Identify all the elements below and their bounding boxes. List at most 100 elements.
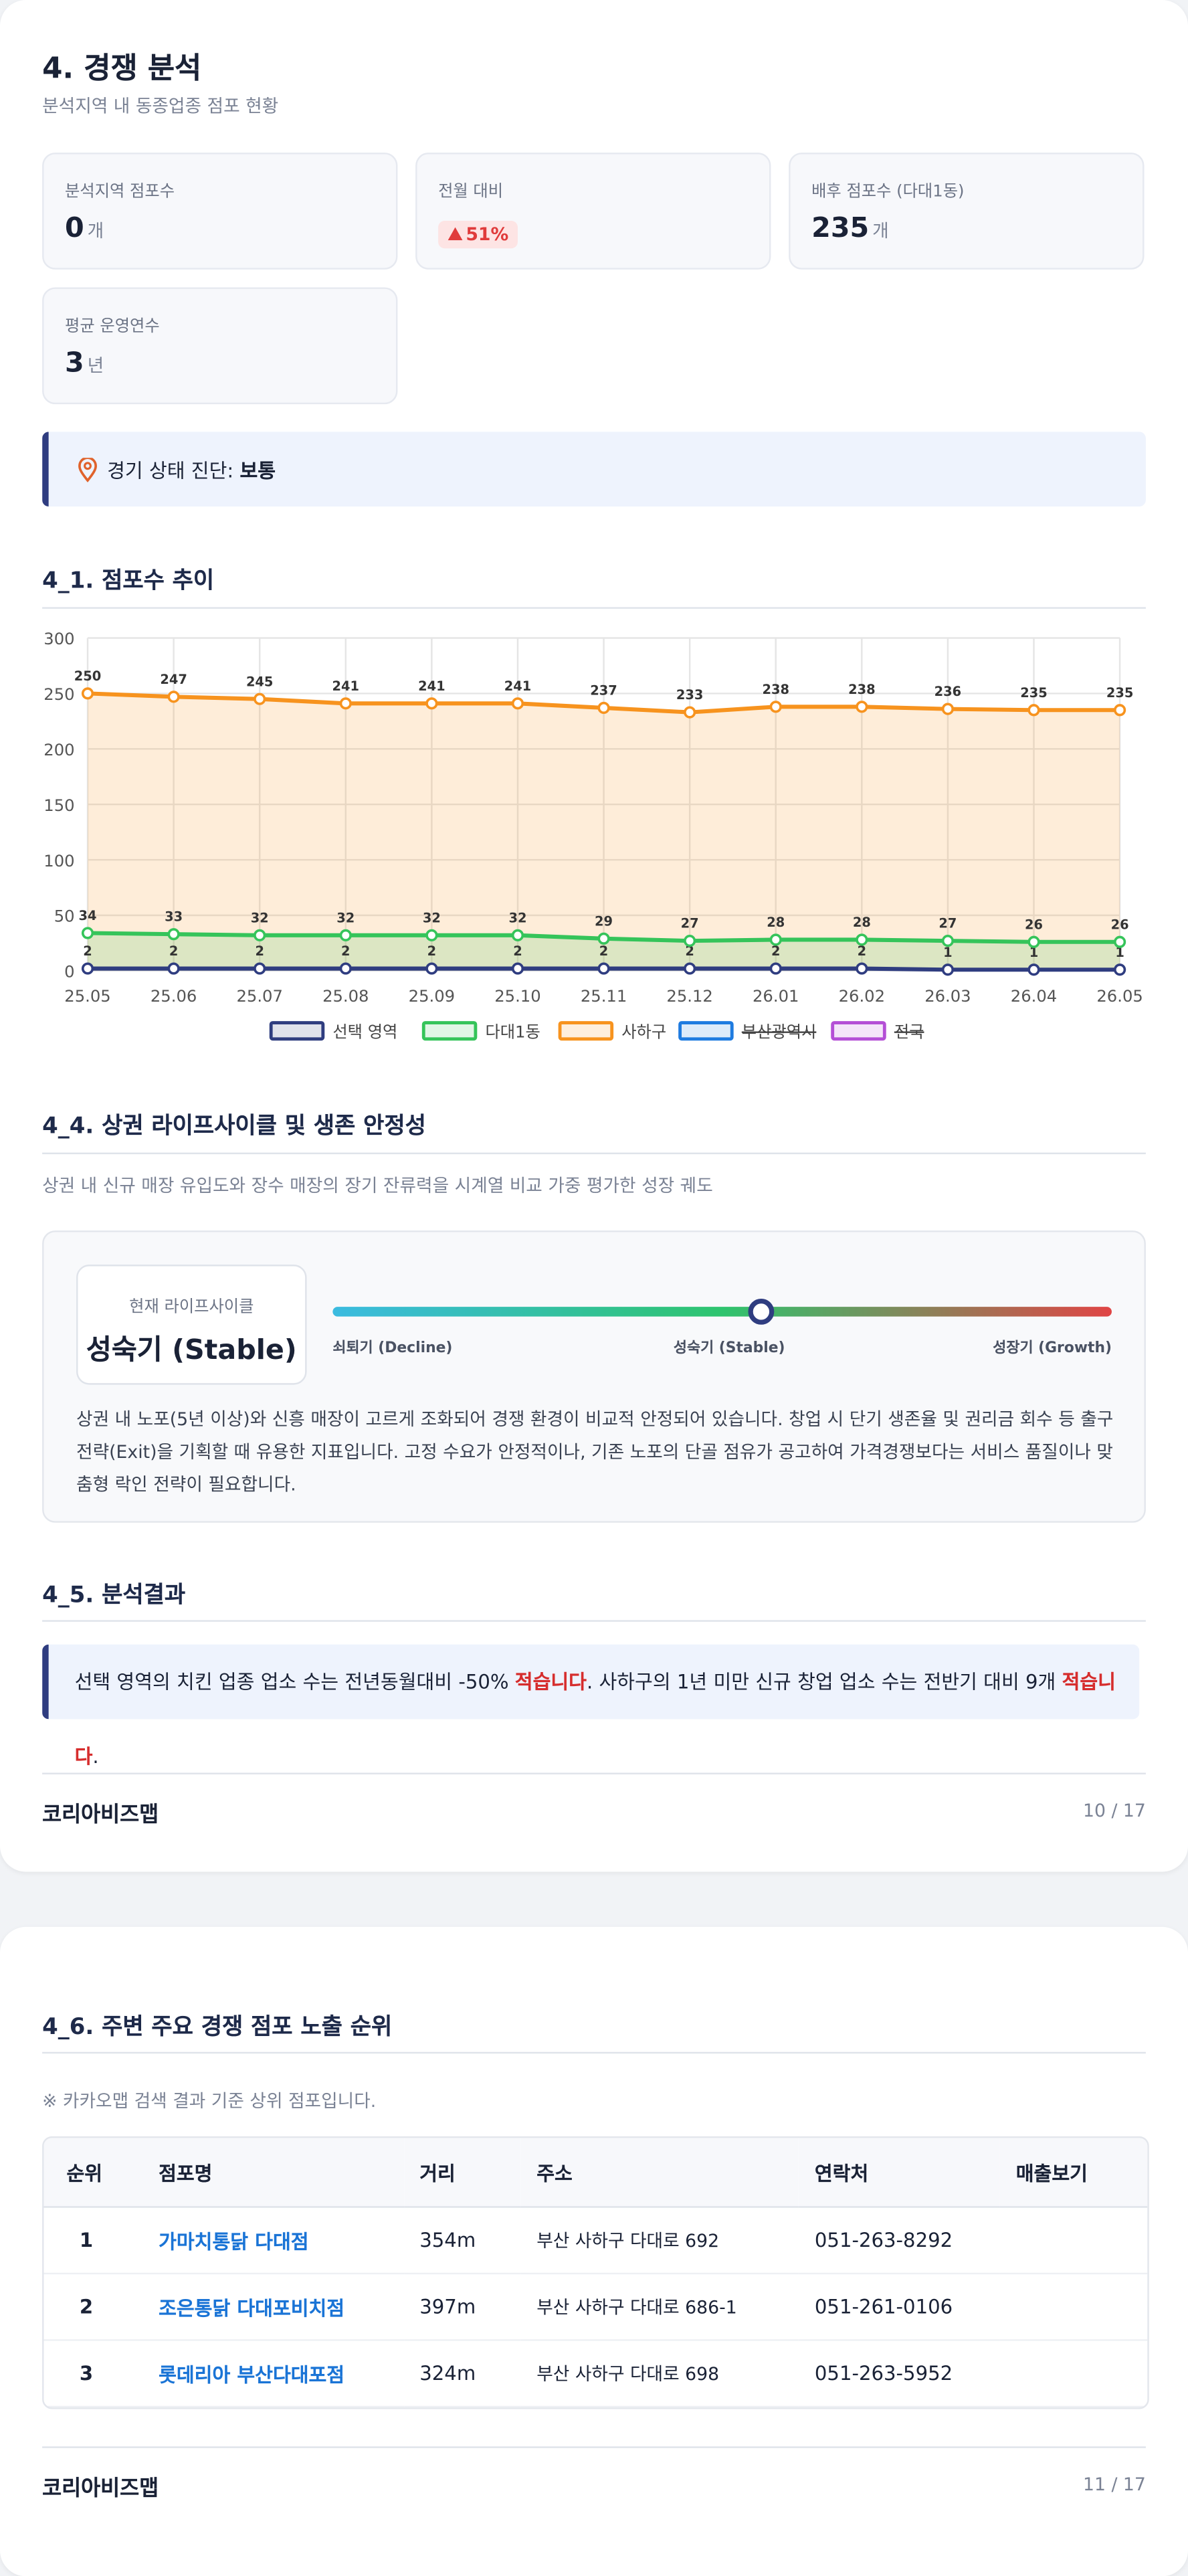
x-tick-label: 25.08	[322, 986, 369, 1006]
table-cell[interactable]: 가마치통닭 다대점	[142, 2207, 403, 2275]
table-wrap: 순위 점포명 거리 주소 연락처 매출보기 1 가마치통닭 다대점 354m 부산 사하구 다대로…	[42, 2136, 1149, 2409]
point	[769, 962, 782, 975]
value-label: 2	[169, 943, 178, 959]
value-label: 2	[858, 943, 867, 959]
value-label: 28	[767, 915, 785, 930]
legend-label: 선택 영역	[332, 1022, 397, 1041]
heading: 4_4. 상권 라이프사이클 및 생존 안정성	[42, 1113, 426, 1140]
x-tick-label: 25.11	[581, 986, 627, 1006]
point	[511, 697, 524, 710]
x-tick-label: 26.04	[1011, 986, 1057, 1006]
divider	[42, 2446, 1146, 2448]
point	[167, 962, 180, 975]
value-label: 250	[74, 668, 101, 684]
pin-icon	[78, 458, 97, 482]
table-row: 1 가마치통닭 다대점 354m 부산 사하구 다대로 692 051-263-8292	[43, 2207, 1148, 2275]
x-tick-label: 26.02	[839, 986, 885, 1006]
result-emph: 적습니다	[74, 1670, 1116, 1768]
table-cell[interactable]: 조은통닭 다대포비치점	[142, 2273, 403, 2341]
point	[769, 933, 782, 946]
table-cell: 부산 사하구 다대로 698	[520, 2340, 799, 2408]
result-text: . 사하구의 1년 미만 신규 창업 업소 수는 전반기 대비 9개	[586, 1670, 1062, 1693]
scale-label: 성숙기 (Stable)	[673, 1341, 785, 1358]
stat-card: 배후 점포수 (다대1동) 235 개	[789, 153, 1145, 270]
table-header: 매출보기	[999, 2138, 1148, 2208]
point	[769, 701, 782, 713]
value-label: 241	[504, 678, 531, 694]
x-tick-label: 25.09	[409, 986, 455, 1006]
value-label: 2	[599, 943, 608, 959]
legend-swatch	[269, 1021, 325, 1041]
stat-label: 분석지역 점포수	[65, 183, 175, 201]
value-label: 2	[513, 943, 522, 959]
value-label: 238	[848, 682, 875, 697]
point	[684, 935, 696, 947]
table-row: 2 조은통닭 다대포비치점 397m 부산 사하구 다대로 686-1 051-261-…	[43, 2273, 1148, 2341]
stat-label: 전월 대비	[438, 183, 504, 201]
table-cell: 부산 사하구 다대로 686-1	[520, 2273, 799, 2341]
value-label: 26	[1025, 917, 1043, 932]
value-label: 238	[762, 682, 789, 697]
stat-unit: 년	[87, 355, 104, 377]
divider	[42, 607, 1146, 609]
table-header: 연락처	[798, 2138, 1000, 2208]
section-title: 4. 경쟁 분석	[42, 52, 202, 86]
value-label: 1	[943, 945, 953, 960]
y-tick-label: 150	[43, 796, 74, 815]
point	[941, 935, 955, 947]
point	[425, 697, 438, 710]
table-header: 순위	[43, 2138, 142, 2208]
stat-value: 51%	[466, 223, 509, 246]
note: ※ 카카오맵 검색 결과 기준 상위 점포입니다.	[42, 2090, 377, 2112]
value-label: 2	[341, 943, 351, 959]
table-cell: 3	[43, 2340, 142, 2408]
value-label: 2	[83, 943, 92, 959]
value-label: 245	[246, 674, 273, 689]
table-cell: 1	[43, 2207, 142, 2275]
value-label: 233	[676, 687, 703, 703]
point	[167, 691, 180, 703]
table-cell: 354m	[403, 2207, 520, 2275]
footer-page: 11 / 17	[1083, 2474, 1146, 2496]
point	[254, 929, 266, 941]
point	[339, 697, 352, 710]
divider	[42, 1620, 1146, 1622]
table-cell	[999, 2207, 1148, 2275]
value-label: 235	[1106, 685, 1133, 701]
table-header: 주소	[520, 2138, 799, 2208]
value-label: 235	[1020, 685, 1047, 701]
up-icon	[448, 227, 463, 241]
legend-swatch	[831, 1021, 886, 1041]
point	[254, 962, 266, 975]
x-tick-label: 25.05	[64, 986, 110, 1006]
table-cell: 2	[43, 2273, 142, 2341]
y-tick-label: 300	[43, 629, 74, 648]
lifecycle-bar	[332, 1307, 1112, 1317]
value-label: 247	[160, 672, 187, 687]
stat-value: 3	[65, 347, 84, 380]
value-label: 1	[1115, 945, 1124, 960]
value-label: 32	[336, 910, 355, 925]
result-box: 선택 영역의 치킨 업종 업소 수는 전년동월대비 -50% 적습니다. 사하구…	[42, 1644, 1140, 1768]
section-subtitle: 분석지역 내 동종업종 점포 현황	[42, 96, 279, 117]
value-label: 34	[79, 908, 97, 923]
y-tick-label: 0	[64, 962, 74, 982]
point	[597, 932, 610, 945]
value-label: 32	[251, 910, 269, 925]
value-label: 27	[938, 916, 957, 931]
value-label: 27	[681, 916, 699, 931]
point	[1114, 963, 1126, 976]
x-tick-label: 26.03	[924, 986, 971, 1006]
table-cell: 051-263-8292	[798, 2207, 1000, 2275]
lifecycle-text: 상권 내 노포(5년 이상)와 신흥 매장이 고르게 조화되어 경쟁 환경이 비…	[76, 1408, 1114, 1495]
stat-unit: 개	[87, 220, 104, 242]
table-cell[interactable]: 롯데리아 부산다대포점	[142, 2340, 403, 2408]
lifecycle-box: 현재 라이프사이클 성숙기 (Stable) 쇠퇴기 (Decline) 성숙기…	[42, 1230, 1146, 1523]
x-tick-label: 26.05	[1096, 986, 1143, 1006]
table-cell: 051-261-0106	[798, 2273, 1000, 2341]
x-tick-label: 26.01	[753, 986, 799, 1006]
table-row: 3 롯데리아 부산다대포점 324m 부산 사하구 다대로 698 051-263-59…	[43, 2340, 1148, 2408]
stat-label: 평균 운영연수	[65, 318, 160, 337]
result-emph: 적습니다	[514, 1670, 587, 1693]
